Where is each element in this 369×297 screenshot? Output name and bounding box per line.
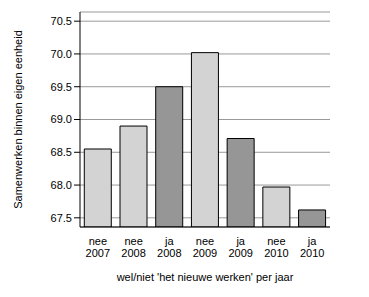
svg-text:ja2010: ja2010 <box>300 235 324 259</box>
svg-text:69.0: 69.0 <box>51 113 72 125</box>
svg-text:nee2009: nee2009 <box>193 235 217 259</box>
svg-text:nee2010: nee2010 <box>264 235 288 259</box>
svg-text:ja2008: ja2008 <box>157 235 181 259</box>
svg-text:70.0: 70.0 <box>51 48 72 60</box>
svg-text:67.5: 67.5 <box>51 212 72 224</box>
svg-text:69.5: 69.5 <box>51 81 72 93</box>
svg-text:nee2008: nee2008 <box>121 235 145 259</box>
svg-text:Samenwerken binnen eigen eenhe: Samenwerken binnen eigen eenheid <box>12 30 24 209</box>
svg-text:wel/niet 'het nieuwe werken' p: wel/niet 'het nieuwe werken' per jaar <box>116 271 294 283</box>
svg-text:68.0: 68.0 <box>51 179 72 191</box>
svg-text:ja2009: ja2009 <box>228 235 252 259</box>
svg-text:70.5: 70.5 <box>51 15 72 27</box>
svg-text:nee2007: nee2007 <box>86 235 110 259</box>
svg-text:68.5: 68.5 <box>51 146 72 158</box>
